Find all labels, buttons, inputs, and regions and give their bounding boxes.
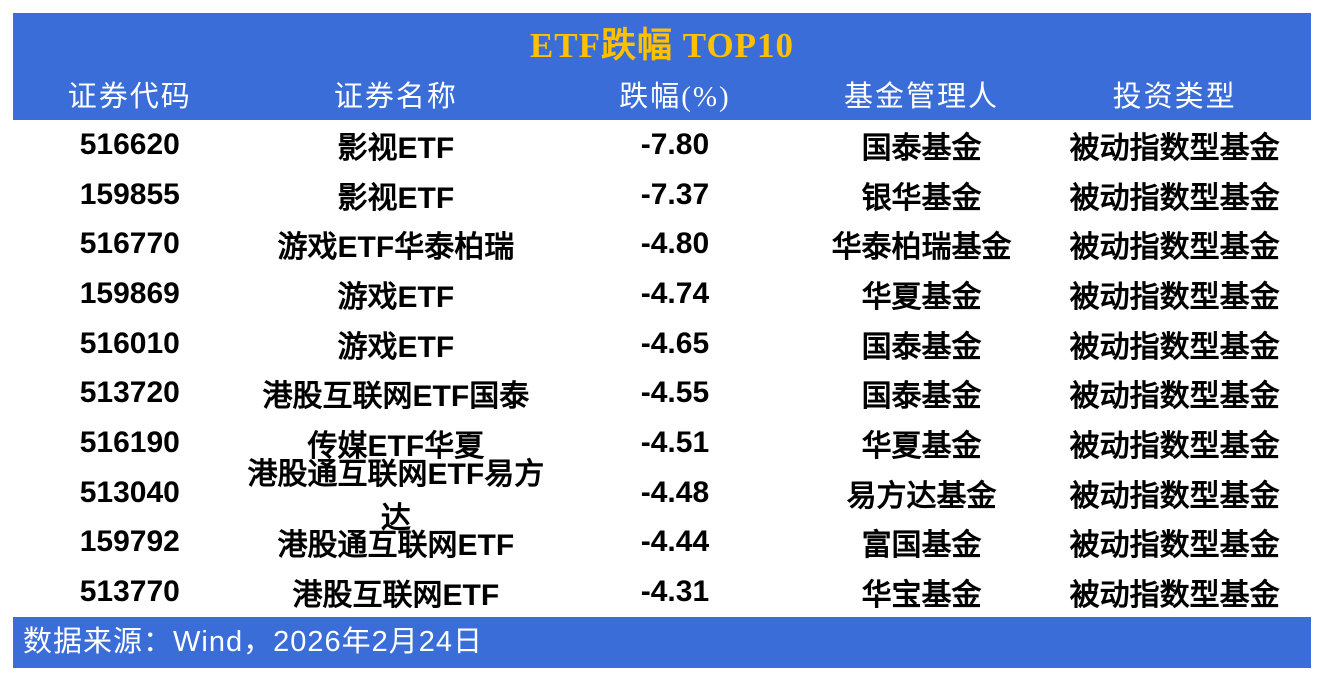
cell-code: 159855 (79, 177, 180, 211)
cell-name: 游戏ETF (337, 280, 455, 314)
cell-name: 影视ETF (337, 131, 455, 165)
cell-manager: 华泰柏瑞基金 (831, 231, 1012, 265)
cell-manager: 富国基金 (861, 529, 982, 563)
cell-manager: 易方达基金 (846, 479, 997, 513)
cell-type: 被动指数型基金 (1069, 181, 1280, 215)
cell-type: 被动指数型基金 (1069, 579, 1280, 613)
cell-decline: -4.80 (640, 227, 710, 261)
cell-code: 513720 (79, 376, 180, 410)
cell-name: 游戏ETF (337, 330, 455, 364)
cell-decline: -4.44 (640, 525, 710, 559)
etf-decline-table: ETF跌幅 TOP10 证券代码 证券名称 跌幅(%) 基金管理人 投资类型 5… (13, 13, 1311, 668)
cell-name: 港股互联网ETF国泰 (262, 380, 530, 414)
cell-decline: -4.51 (640, 425, 710, 459)
cell-code: 513770 (79, 575, 180, 609)
cell-manager: 银华基金 (861, 181, 982, 215)
cell-decline: -7.37 (640, 177, 710, 211)
cell-type: 被动指数型基金 (1069, 479, 1280, 513)
cell-type: 被动指数型基金 (1069, 131, 1280, 165)
cell-type: 被动指数型基金 (1069, 429, 1280, 463)
column-header-code: 证券代码 (67, 81, 192, 113)
cell-code: 516010 (79, 326, 180, 360)
cell-type: 被动指数型基金 (1069, 529, 1280, 563)
table-row: 516010 游戏ETF -4.65 国泰基金 被动指数型基金 (13, 319, 1311, 369)
cell-code: 513040 (79, 475, 180, 509)
cell-code: 159792 (79, 525, 180, 559)
table-row: 513770 港股互联网ETF -4.31 华宝基金 被动指数型基金 (13, 567, 1311, 617)
cell-code: 516770 (79, 227, 180, 261)
cell-manager: 国泰基金 (861, 330, 982, 364)
table-row: 159869 游戏ETF -4.74 华夏基金 被动指数型基金 (13, 269, 1311, 319)
column-header-type: 投资类型 (1112, 81, 1237, 113)
cell-manager: 华宝基金 (861, 579, 982, 613)
table-row: 159855 影视ETF -7.37 银华基金 被动指数型基金 (13, 170, 1311, 220)
cell-name: 传媒ETF华夏 (307, 429, 485, 463)
cell-code: 516190 (79, 425, 180, 459)
cell-name: 港股通互联网ETF (277, 529, 515, 563)
cell-type: 被动指数型基金 (1069, 330, 1280, 364)
cell-type: 被动指数型基金 (1069, 280, 1280, 314)
table-row: 513040 港股通互联网ETF易方达 -4.48 易方达基金 被动指数型基金 (13, 458, 1311, 535)
column-header-decline: 跌幅(%) (619, 81, 731, 113)
cell-name: 游戏ETF华泰柏瑞 (277, 231, 515, 265)
cell-decline: -4.31 (640, 575, 710, 609)
column-header-manager: 基金管理人 (844, 81, 1000, 113)
table-header-band: ETF跌幅 TOP10 证券代码 证券名称 跌幅(%) 基金管理人 投资类型 (13, 13, 1311, 120)
cell-name: 港股互联网ETF (292, 579, 500, 613)
cell-code: 516620 (79, 127, 180, 161)
cell-decline: -4.65 (640, 326, 710, 360)
cell-decline: -7.80 (640, 127, 710, 161)
table-body: 516620 影视ETF -7.80 国泰基金 被动指数型基金 159855 影… (13, 120, 1311, 617)
table-row: 516620 影视ETF -7.80 国泰基金 被动指数型基金 (13, 120, 1311, 170)
table-row: 516770 游戏ETF华泰柏瑞 -4.80 华泰柏瑞基金 被动指数型基金 (13, 219, 1311, 269)
cell-manager: 国泰基金 (861, 380, 982, 414)
table-title: ETF跌幅 TOP10 (529, 26, 795, 65)
cell-type: 被动指数型基金 (1069, 231, 1280, 265)
cell-name: 港股通互联网ETF易方达 (247, 457, 545, 535)
cell-decline: -4.74 (640, 276, 710, 310)
cell-type: 被动指数型基金 (1069, 380, 1280, 414)
cell-manager: 华夏基金 (861, 429, 982, 463)
column-header-row: 证券代码 证券名称 跌幅(%) 基金管理人 投资类型 (13, 68, 1311, 120)
source-note: 数据来源：Wind，2026年2月24日 (13, 616, 1311, 668)
cell-manager: 华夏基金 (861, 280, 982, 314)
cell-name: 影视ETF (337, 181, 455, 215)
column-header-name: 证券名称 (333, 81, 458, 113)
table-row: 159792 港股通互联网ETF -4.44 富国基金 被动指数型基金 (13, 518, 1311, 568)
cell-decline: -4.48 (640, 475, 710, 509)
cell-manager: 国泰基金 (861, 131, 982, 165)
cell-code: 159869 (79, 276, 180, 310)
table-row: 513720 港股互联网ETF国泰 -4.55 国泰基金 被动指数型基金 (13, 368, 1311, 418)
table-row: 516190 传媒ETF华夏 -4.51 华夏基金 被动指数型基金 (13, 418, 1311, 468)
cell-decline: -4.55 (640, 376, 710, 410)
